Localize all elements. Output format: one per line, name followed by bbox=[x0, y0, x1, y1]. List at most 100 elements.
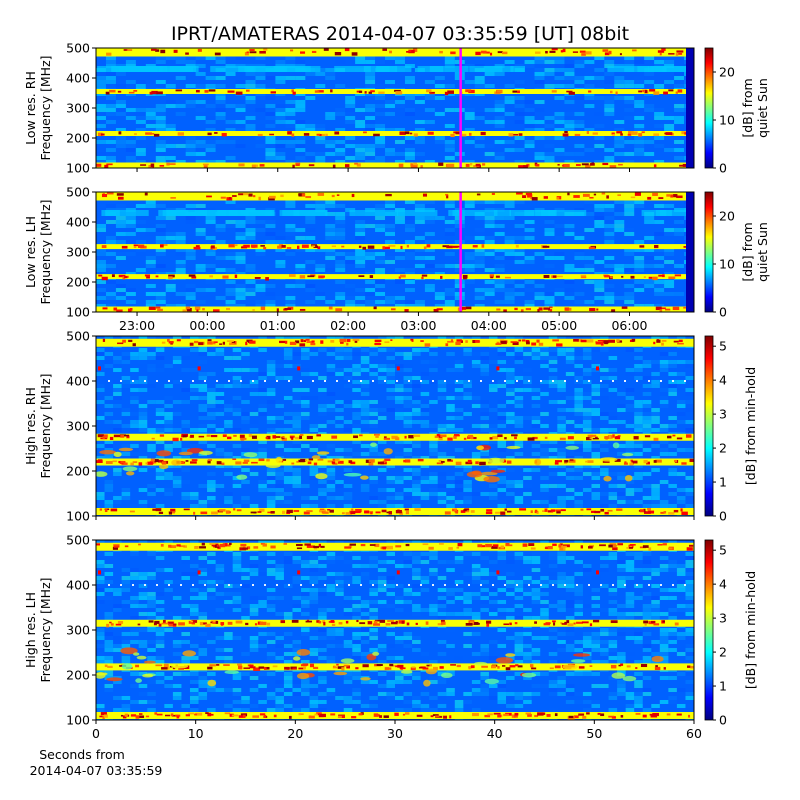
noise-cell bbox=[454, 416, 464, 420]
dotted-marker bbox=[588, 380, 590, 382]
noise-cell bbox=[668, 416, 677, 420]
noise-cell bbox=[198, 568, 208, 572]
band-speckle bbox=[581, 53, 586, 56]
noise-cell bbox=[434, 96, 445, 100]
noise-cell bbox=[480, 580, 489, 584]
noise-cell bbox=[326, 408, 336, 412]
noise-cell bbox=[105, 236, 116, 240]
noise-cell bbox=[195, 108, 206, 112]
noise-cell bbox=[105, 76, 116, 80]
band-speckle bbox=[617, 435, 621, 437]
band-speckle bbox=[564, 459, 569, 463]
band-speckle bbox=[452, 245, 460, 248]
noise-cell bbox=[574, 364, 583, 368]
noise-cell bbox=[614, 84, 625, 88]
noise-cell bbox=[395, 140, 405, 144]
noise-cell bbox=[454, 560, 464, 564]
noise-cell bbox=[172, 580, 182, 584]
band-speckle bbox=[200, 511, 208, 515]
noise-cell bbox=[335, 424, 344, 428]
band-speckle bbox=[268, 195, 276, 199]
band-speckle bbox=[588, 246, 595, 250]
noise-cell bbox=[326, 336, 336, 340]
noise-cell bbox=[574, 456, 583, 460]
noise-cell bbox=[155, 300, 166, 304]
band-speckle bbox=[654, 244, 659, 249]
noise-cell bbox=[198, 376, 208, 380]
noise-cell bbox=[155, 556, 165, 560]
noise-cell bbox=[617, 632, 626, 636]
noise-cell bbox=[232, 600, 242, 604]
band-speckle bbox=[240, 437, 247, 440]
noise-cell bbox=[534, 56, 545, 60]
noise-cell bbox=[121, 600, 131, 604]
noise-cell bbox=[155, 156, 166, 160]
noise-cell bbox=[574, 604, 583, 608]
noise-cell bbox=[318, 464, 327, 468]
noise-cell bbox=[429, 476, 438, 480]
noise-cell bbox=[385, 104, 395, 108]
band-speckle bbox=[678, 52, 683, 55]
band-speckle bbox=[676, 437, 683, 440]
noise-cell bbox=[147, 352, 156, 356]
noise-cell bbox=[564, 72, 575, 76]
noise-cell bbox=[564, 84, 575, 88]
noise-cell bbox=[138, 456, 148, 460]
noise-cell bbox=[301, 368, 310, 372]
noise-cell bbox=[685, 400, 694, 404]
noise-cell bbox=[484, 96, 495, 100]
noise-cell bbox=[644, 220, 655, 224]
noise-cell bbox=[685, 564, 694, 568]
band-speckle bbox=[689, 458, 694, 462]
noise-cell bbox=[429, 448, 438, 452]
noise-cell bbox=[195, 152, 206, 156]
band-speckle bbox=[667, 435, 672, 439]
noise-cell bbox=[540, 612, 549, 616]
noise-cell bbox=[446, 396, 455, 400]
noise-cell bbox=[617, 564, 626, 568]
noise-cell bbox=[600, 384, 609, 388]
burst-patch bbox=[612, 442, 620, 449]
noise-cell bbox=[155, 632, 165, 636]
noise-cell bbox=[463, 592, 472, 596]
noise-cell bbox=[403, 600, 413, 604]
band-speckle bbox=[674, 459, 678, 463]
noise-cell bbox=[444, 300, 455, 304]
noise-cell bbox=[155, 292, 166, 296]
noise-cell bbox=[185, 220, 196, 224]
noise-cell bbox=[360, 360, 370, 364]
noise-cell bbox=[644, 304, 655, 308]
noise-cell bbox=[494, 284, 505, 288]
noise-cell bbox=[175, 60, 186, 64]
noise-cell bbox=[654, 144, 665, 148]
noise-cell bbox=[386, 388, 395, 392]
noise-cell bbox=[642, 364, 652, 368]
noise-cell bbox=[369, 564, 378, 568]
noise-cell bbox=[404, 80, 415, 84]
band-speckle bbox=[566, 90, 573, 93]
band-speckle bbox=[549, 306, 553, 309]
noise-cell bbox=[315, 248, 326, 252]
colorbar-tick-label: 2 bbox=[719, 441, 727, 456]
noise-cell bbox=[138, 336, 148, 340]
noise-cell bbox=[365, 124, 376, 128]
noise-cell bbox=[185, 216, 196, 220]
noise-cell bbox=[189, 604, 199, 608]
band-speckle bbox=[311, 244, 317, 247]
noise-cell bbox=[463, 384, 472, 388]
noise-cell bbox=[138, 416, 148, 420]
noise-cell bbox=[255, 120, 266, 124]
band-speckle bbox=[160, 49, 166, 54]
noise-cell bbox=[265, 240, 276, 244]
data-edge-strip bbox=[686, 192, 694, 312]
noise-cell bbox=[305, 260, 316, 264]
noise-cell bbox=[275, 152, 286, 156]
noise-cell bbox=[275, 76, 286, 80]
noise-cell bbox=[121, 476, 131, 480]
colorbar-label-line2: quiet Sun bbox=[755, 78, 770, 138]
noise-cell bbox=[181, 616, 190, 620]
noise-cell bbox=[506, 456, 515, 460]
band-speckle bbox=[281, 245, 286, 248]
noise-cell bbox=[360, 368, 370, 372]
noise-cell bbox=[385, 300, 395, 304]
